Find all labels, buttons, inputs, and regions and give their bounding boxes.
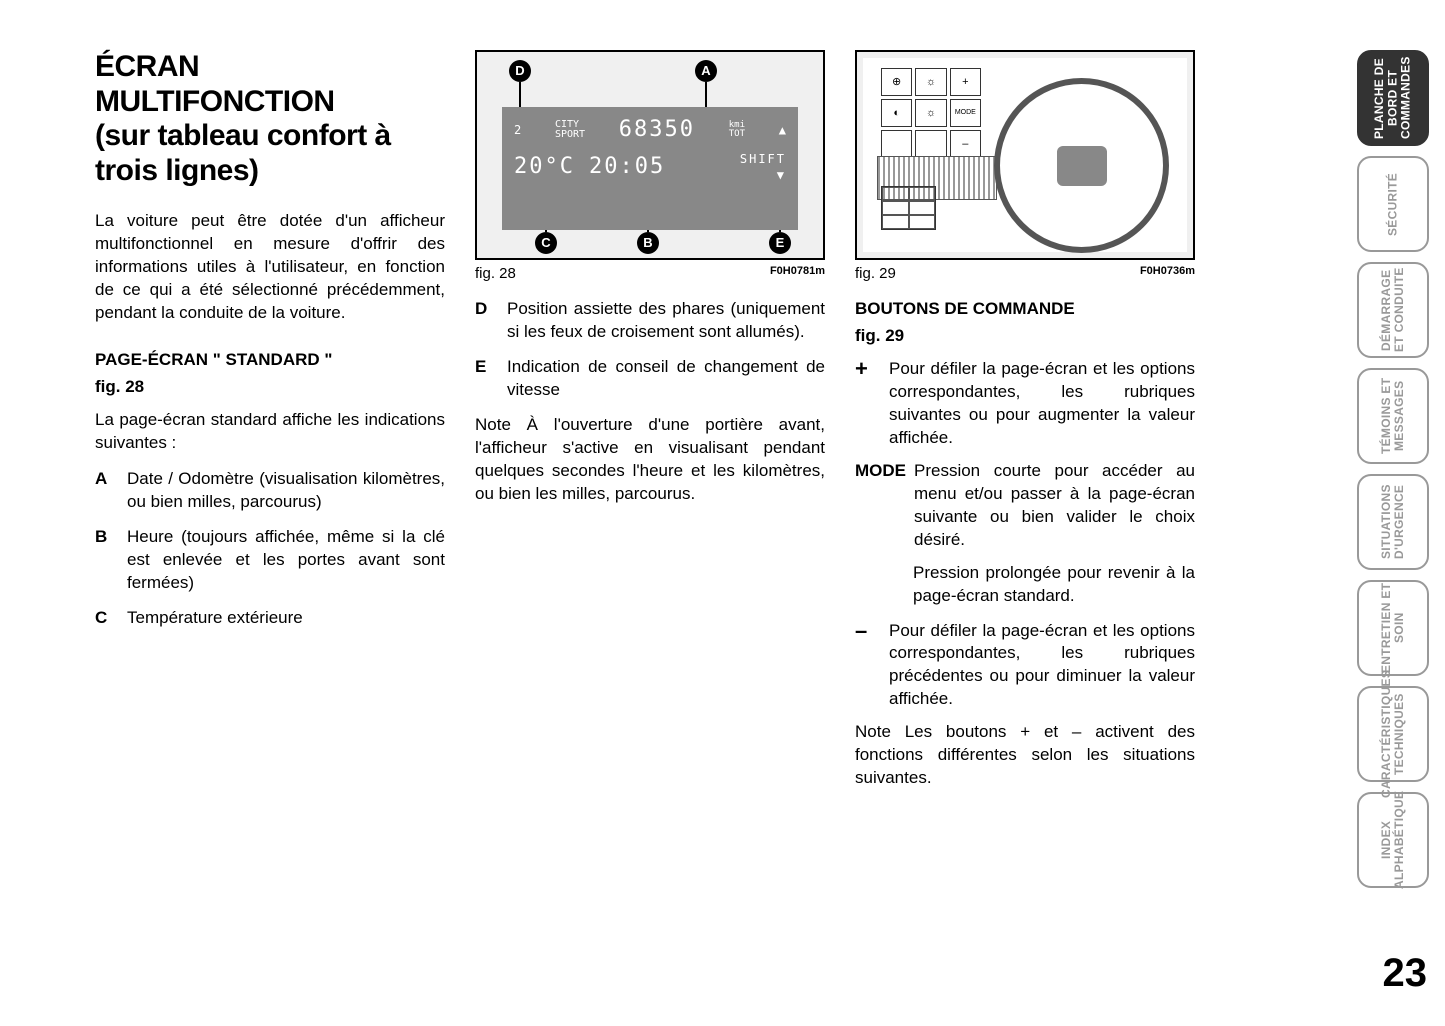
- lower-console: [881, 186, 936, 230]
- title-line: ÉCRAN: [95, 50, 199, 83]
- callout-b: B: [637, 232, 659, 254]
- item-letter: D: [475, 298, 493, 344]
- item-letter: B: [95, 526, 113, 595]
- panel-btn-plus: +: [950, 68, 981, 96]
- panel-btn: ☼: [915, 68, 946, 96]
- list-item-e: E Indication de conseil de changement de…: [475, 356, 825, 402]
- callout-c: C: [535, 232, 557, 254]
- item-text: Température extérieure: [127, 607, 445, 630]
- item-letter: C: [95, 607, 113, 630]
- lcd-display: 2 CITY SPORT 68350 kmi TOT ▲ 20°C: [502, 107, 798, 230]
- lcd-top-row: 2 CITY SPORT 68350 kmi TOT ▲: [514, 115, 786, 145]
- figure-28: D A C B E 2 CITY SPORT 6: [475, 50, 825, 284]
- column-1: ÉCRAN MULTIFONCTION (sur tableau confort…: [95, 50, 445, 790]
- column-3: ⊕ ☼ + ◐ ☼ MODE –: [855, 50, 1195, 790]
- def-text: Pour défiler la page-écran et les option…: [889, 358, 1195, 450]
- note-text: Note À l'ouverture d'une portière avant,…: [475, 414, 825, 506]
- mode-label: MODE: [855, 460, 906, 552]
- figure-29-image: ⊕ ☼ + ◐ ☼ MODE –: [855, 50, 1195, 260]
- tab-maintenance[interactable]: ENTRETIEN ET SOIN: [1357, 580, 1429, 676]
- side-tabs: PLANCHE DE BORD ET COMMANDES SÉCURITÉ DÉ…: [1357, 50, 1429, 888]
- lcd-sport: SPORT: [555, 129, 585, 140]
- item-letter: E: [475, 356, 493, 402]
- def-text: Pression courte pour accéder au menu et/…: [914, 460, 1195, 552]
- figure-29-caption: fig. 29 F0H0736m: [855, 264, 1195, 284]
- panel-btn-mode: MODE: [950, 99, 981, 127]
- dashboard-sketch: ⊕ ☼ + ◐ ☼ MODE –: [863, 58, 1187, 252]
- intro-text: La voiture peut être dotée d'un afficheu…: [95, 210, 445, 325]
- section-subheading: fig. 28: [95, 376, 445, 399]
- def-plus: + Pour défiler la page-écran et les opti…: [855, 358, 1195, 450]
- panel-btn: [881, 130, 912, 158]
- list-item-b: B Heure (toujours affichée, même si la c…: [95, 526, 445, 595]
- shift-down-icon: ▼: [777, 168, 786, 182]
- def-minus: – Pour défiler la page-écran et les opti…: [855, 620, 1195, 712]
- fig-ref: F0H0781m: [770, 264, 825, 284]
- figure-29: ⊕ ☼ + ◐ ☼ MODE –: [855, 50, 1195, 284]
- tab-dashboard[interactable]: PLANCHE DE BORD ET COMMANDES: [1357, 50, 1429, 146]
- def-mode: MODE Pression courte pour accéder au men…: [855, 460, 1195, 552]
- page-content: ÉCRAN MULTIFONCTION (sur tableau confort…: [0, 0, 1445, 840]
- item-text: Indication de conseil de changement de v…: [507, 356, 825, 402]
- panel-btn-minus: –: [950, 130, 981, 158]
- tab-starting[interactable]: DÉMARRAGE ET CONDUITE: [1357, 262, 1429, 358]
- lcd-bottom-row: 20°C 20:05 SHIFT ▼: [514, 151, 786, 183]
- tab-warnings[interactable]: TÉMOINS ET MESSAGES: [1357, 368, 1429, 464]
- section-heading: PAGE-ÉCRAN " STANDARD ": [95, 349, 445, 372]
- section-subheading: fig. 29: [855, 325, 1195, 348]
- panel-btn: ⊕: [881, 68, 912, 96]
- tab-emergency[interactable]: SITUATIONS D'URGENCE: [1357, 474, 1429, 570]
- tab-security[interactable]: SÉCURITÉ: [1357, 156, 1429, 252]
- lcd-unit: TOT: [729, 129, 745, 139]
- steering-wheel: [994, 78, 1169, 253]
- section-heading: BOUTONS DE COMMANDE: [855, 298, 1195, 321]
- lcd-shift-label: SHIFT: [740, 152, 786, 166]
- callout-a: A: [695, 60, 717, 82]
- def-text: Pour défiler la page-écran et les option…: [889, 620, 1195, 712]
- panel-btn: [915, 130, 946, 158]
- button-panel: ⊕ ☼ + ◐ ☼ MODE –: [881, 68, 981, 158]
- lcd-temp: 20°C: [514, 152, 575, 182]
- plus-symbol: +: [855, 358, 881, 450]
- lead-text: La page-écran standard affiche les indic…: [95, 409, 445, 455]
- note-text: Note Les boutons + et – activent des fon…: [855, 721, 1195, 790]
- column-2: D A C B E 2 CITY SPORT 6: [475, 50, 825, 790]
- fig-ref: F0H0736m: [1140, 264, 1195, 284]
- lcd-odometer: 68350: [619, 115, 695, 145]
- list-item-d: D Position assiette des phares (uniqueme…: [475, 298, 825, 344]
- callout-d: D: [509, 60, 531, 82]
- fig-label: fig. 29: [855, 264, 896, 284]
- item-letter: A: [95, 468, 113, 514]
- panel-btn: ◐: [881, 99, 912, 127]
- fig-label: fig. 28: [475, 264, 516, 284]
- shift-up-icon: ▲: [779, 122, 786, 138]
- list-item-c: C Température extérieure: [95, 607, 445, 630]
- lcd-time: 20:05: [589, 152, 665, 182]
- item-text: Date / Odomètre (visualisation kilomètre…: [127, 468, 445, 514]
- callout-e: E: [769, 232, 791, 254]
- title-line: MULTIFONCTION: [95, 85, 335, 118]
- lcd-gear: 2: [514, 122, 521, 138]
- minus-symbol: –: [855, 620, 881, 712]
- main-heading: ÉCRAN MULTIFONCTION (sur tableau confort…: [95, 50, 445, 188]
- tab-index[interactable]: INDEX ALPHABÉTIQUE: [1357, 792, 1429, 888]
- item-text: Position assiette des phares (uniquement…: [507, 298, 825, 344]
- title-line: (sur tableau confort à trois lignes): [95, 119, 391, 187]
- item-text: Heure (toujours affichée, même si la clé…: [127, 526, 445, 595]
- def-text: Pression prolongée pour revenir à la pag…: [913, 562, 1195, 608]
- list-item-a: A Date / Odomètre (visualisation kilomèt…: [95, 468, 445, 514]
- figure-28-caption: fig. 28 F0H0781m: [475, 264, 825, 284]
- page-number: 23: [1383, 951, 1428, 996]
- tab-specs[interactable]: CARACTÉRISTIQUES TECHNIQUES: [1357, 686, 1429, 782]
- panel-btn: ☼: [915, 99, 946, 127]
- figure-28-image: D A C B E 2 CITY SPORT 6: [475, 50, 825, 260]
